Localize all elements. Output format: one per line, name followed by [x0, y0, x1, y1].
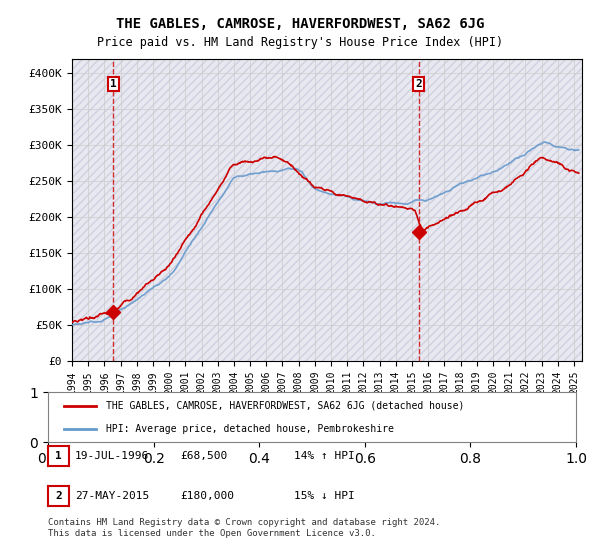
- Text: £68,500: £68,500: [180, 451, 227, 461]
- Text: THE GABLES, CAMROSE, HAVERFORDWEST, SA62 6JG: THE GABLES, CAMROSE, HAVERFORDWEST, SA62…: [116, 17, 484, 31]
- Text: 19-JUL-1996: 19-JUL-1996: [75, 451, 149, 461]
- Text: 1: 1: [110, 79, 116, 89]
- Text: 14% ↑ HPI: 14% ↑ HPI: [294, 451, 355, 461]
- Text: Price paid vs. HM Land Registry's House Price Index (HPI): Price paid vs. HM Land Registry's House …: [97, 36, 503, 49]
- Text: £180,000: £180,000: [180, 491, 234, 501]
- Text: 1: 1: [55, 451, 62, 461]
- Text: HPI: Average price, detached house, Pembrokeshire: HPI: Average price, detached house, Pemb…: [106, 424, 394, 434]
- Text: Contains HM Land Registry data © Crown copyright and database right 2024.
This d: Contains HM Land Registry data © Crown c…: [48, 518, 440, 538]
- Text: THE GABLES, CAMROSE, HAVERFORDWEST, SA62 6JG (detached house): THE GABLES, CAMROSE, HAVERFORDWEST, SA62…: [106, 400, 464, 410]
- Text: 2: 2: [55, 491, 62, 501]
- Text: 27-MAY-2015: 27-MAY-2015: [75, 491, 149, 501]
- Text: 15% ↓ HPI: 15% ↓ HPI: [294, 491, 355, 501]
- Text: 2: 2: [415, 79, 422, 89]
